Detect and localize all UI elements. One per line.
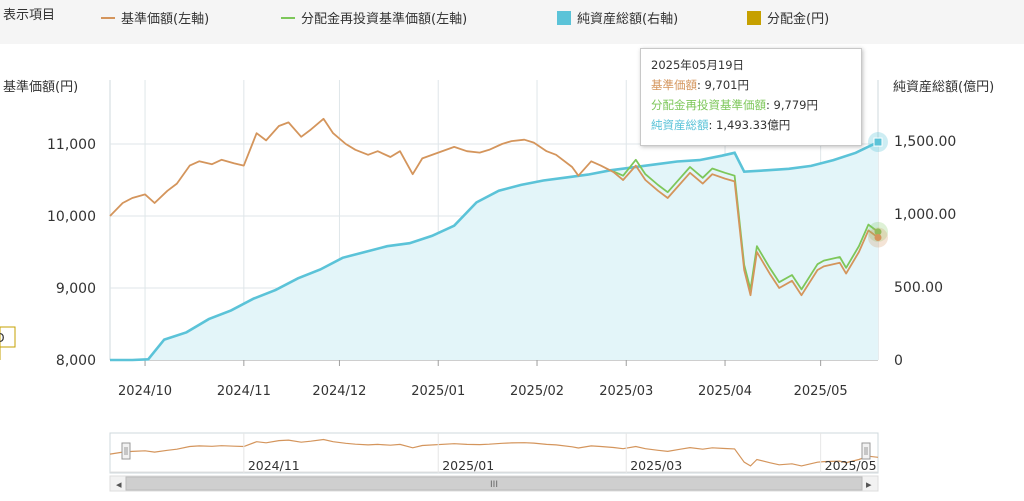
legend-item-aum[interactable]: 純資産総額(右軸) [557, 8, 678, 27]
aum-area-fill [110, 142, 878, 360]
aum-box-swatch [557, 10, 571, 25]
x-tick-label: 2025/05 [794, 384, 848, 399]
navigator-label: 2025/05 [825, 458, 877, 473]
reinvested-line-swatch [281, 16, 295, 19]
handle-box [121, 442, 131, 460]
scroll-left-arrow[interactable]: ◂ [116, 478, 122, 491]
tooltip-reinvested-label: 分配金再投資基準価額 [651, 98, 766, 112]
tooltip-aum-label: 純資産総額 [651, 118, 709, 132]
nav-line-swatch [101, 16, 115, 19]
x-tick-label: 2024/10 [118, 384, 172, 399]
tooltip-nav-value: : 9,701円 [697, 78, 749, 92]
aum-area-line [110, 140, 879, 362]
nav-hover-point [874, 234, 882, 242]
chart-tooltip: 2025年05月19日 基準価額: 9,701円 分配金再投資基準価額: 9,7… [640, 48, 862, 146]
legend-item-reinvested[interactable]: 分配金再投資基準価額(左軸) [281, 8, 467, 27]
dividend-marker-label: D [0, 331, 5, 345]
left-tick-label: 8,000 [56, 353, 96, 369]
dividend-box-swatch [747, 10, 761, 25]
scroll-right-arrow[interactable]: ▸ [866, 478, 872, 491]
legend-label-reinvested: 分配金再投資基準価額(左軸) [301, 12, 468, 27]
legend-item-nav[interactable]: 基準価額(左軸) [101, 8, 209, 27]
aum-hover-point [873, 137, 883, 147]
right-axis-title: 純資産総額(億円) [893, 80, 995, 95]
scrollbar-grip: III [490, 480, 498, 490]
x-tick-label: 2024/11 [217, 384, 271, 399]
navigator-right-handle[interactable] [861, 442, 871, 460]
left-tick-label: 11,000 [47, 137, 96, 153]
tooltip-date: 2025年05月19日 [651, 58, 745, 72]
tooltip-nav-label: 基準価額 [651, 78, 697, 92]
navigator-label: 2025/03 [630, 458, 682, 473]
navigator-label: 2025/01 [442, 458, 494, 473]
legend-label-dividend: 分配金(円) [767, 12, 830, 27]
x-tick-label: 2025/03 [599, 384, 653, 399]
reinvested-nav-line [613, 158, 879, 291]
right-tick-label: 1,500.00 [894, 134, 956, 150]
dividend-marker-flag [0, 326, 16, 348]
reinvested-hover-point [874, 228, 882, 236]
x-tick-label: 2025/02 [510, 384, 564, 399]
x-tick-label: 2024/12 [312, 384, 366, 399]
x-tick-label: 2025/01 [411, 384, 465, 399]
nav-line [109, 117, 879, 297]
legend-title: 表示項目 [3, 8, 56, 23]
legend-bar: 表示項目 基準価額(左軸) 分配金再投資基準価額(左軸) 純資産総額(右軸) 分… [0, 0, 1024, 44]
left-tick-label: 9,000 [56, 281, 96, 297]
x-tick-label: 2025/04 [698, 384, 752, 399]
legend-label-nav: 基準価額(左軸) [121, 12, 210, 27]
right-tick-label: 1,000.00 [894, 207, 956, 223]
navigator-series-line [109, 438, 879, 467]
scrollbar-thumb[interactable] [125, 476, 863, 491]
tooltip-reinvested-value: : 9,779円 [766, 98, 818, 112]
legend-item-dividend[interactable]: 分配金(円) [747, 8, 829, 27]
right-tick-label: 0 [894, 353, 903, 369]
navigator-label: 2024/11 [248, 458, 300, 473]
legend-label-aum: 純資産総額(右軸) [577, 12, 679, 27]
left-axis-title: 基準価額(円) [3, 80, 79, 95]
navigator-left-handle[interactable] [121, 442, 131, 460]
handle-box [861, 442, 871, 460]
left-tick-label: 10,000 [47, 209, 96, 225]
right-tick-label: 500.00 [894, 280, 943, 296]
navigator-frame [109, 432, 879, 474]
tooltip-aum-value: : 1,493.33億円 [708, 118, 791, 132]
